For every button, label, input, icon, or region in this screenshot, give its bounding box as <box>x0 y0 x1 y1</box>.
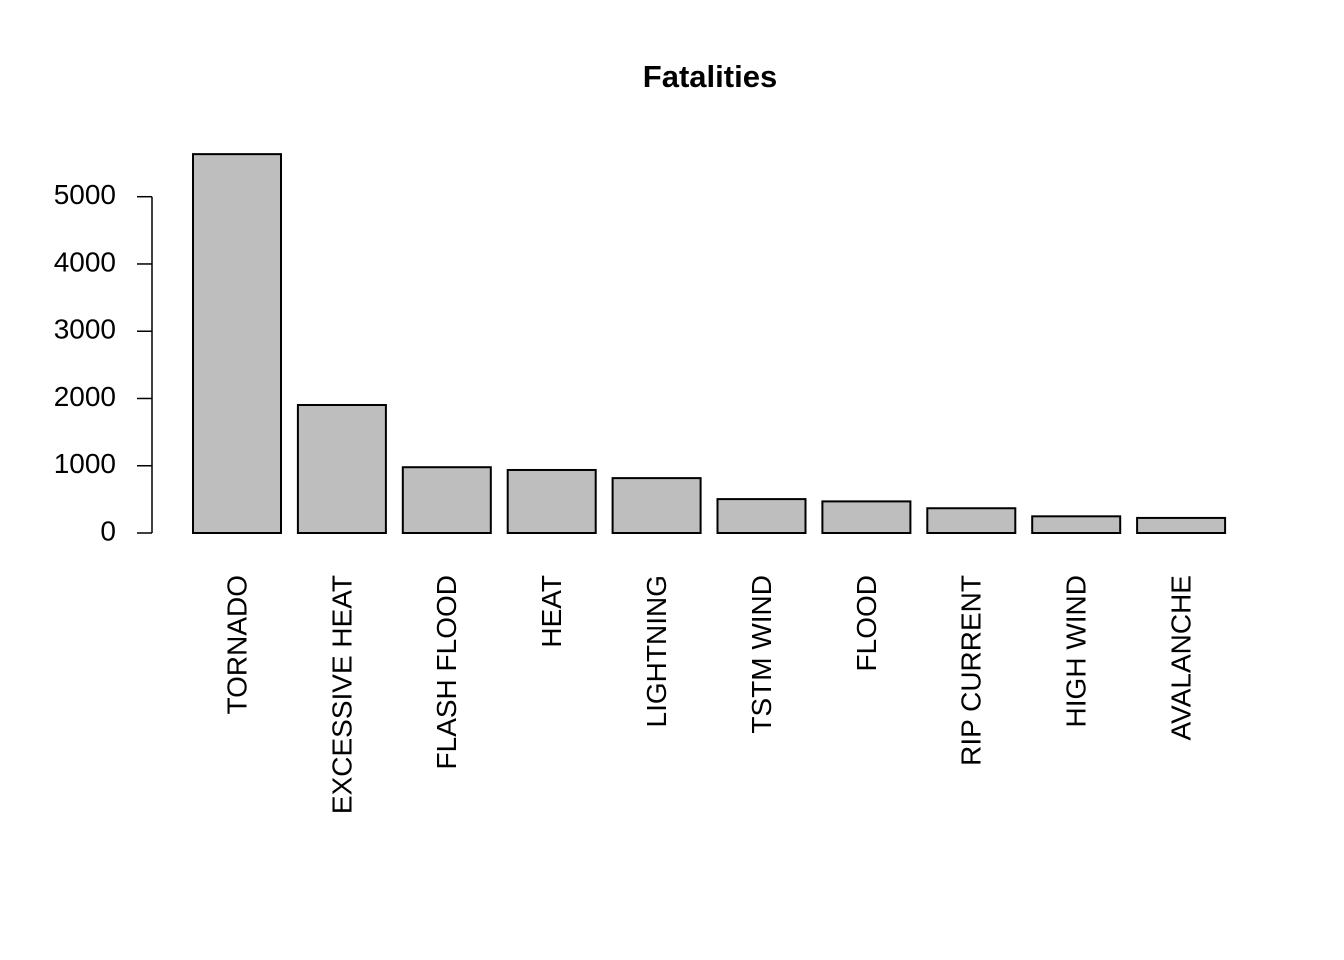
x-tick-label: LIGHTNING <box>641 575 672 727</box>
y-tick-label: 2000 <box>54 381 116 412</box>
bar <box>821 500 912 534</box>
x-tick-label: FLASH FLOOD <box>431 575 462 769</box>
x-tick-label: RIP CURRENT <box>956 575 987 766</box>
bar <box>926 507 1017 535</box>
bar <box>716 498 807 535</box>
x-tick-label: AVALANCHE <box>1165 575 1196 740</box>
x-tick-label: HIGH WIND <box>1061 575 1092 727</box>
bar <box>401 466 492 534</box>
x-tick-label: TSTM WIND <box>746 575 777 734</box>
x-tick-label: EXCESSIVE HEAT <box>326 575 357 814</box>
bar <box>1136 516 1227 534</box>
y-tick-label: 4000 <box>54 246 116 277</box>
chart-title: Fatalities <box>643 59 777 94</box>
bar <box>1031 515 1122 534</box>
bar <box>611 477 702 534</box>
bar <box>192 153 282 534</box>
y-tick-label: 1000 <box>54 448 116 479</box>
x-tick-label: TORNADO <box>221 575 252 715</box>
y-tick-label: 3000 <box>54 314 116 345</box>
x-tick-label: FLOOD <box>851 575 882 671</box>
x-tick-label: HEAT <box>536 575 567 648</box>
y-tick-label: 0 <box>100 515 116 546</box>
bar <box>296 404 387 534</box>
y-tick-label: 5000 <box>54 179 116 210</box>
bar <box>506 468 597 534</box>
